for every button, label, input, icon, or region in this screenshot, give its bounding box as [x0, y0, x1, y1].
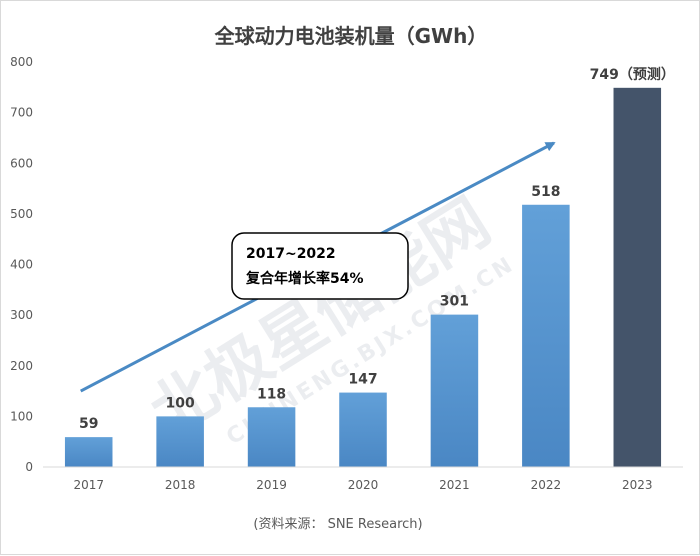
data-label-2019: 118: [257, 386, 286, 402]
data-label-2017: 59: [79, 416, 98, 432]
bar-2022: [522, 204, 570, 467]
bars: [64, 87, 662, 467]
x-axis: 2017 2018 2019 2020 2021 2022 2023: [43, 466, 683, 492]
bar-2019: [247, 407, 296, 467]
annotation-box: [231, 232, 409, 300]
data-label-2018: 100: [166, 395, 195, 411]
bar-2021: [430, 314, 479, 467]
source-note: (资料来源： SNE Research): [253, 517, 422, 532]
data-label-2023: 749（预测）: [590, 66, 675, 83]
annotation-line2: 复合年增长率54%: [245, 270, 364, 287]
data-label-2021: 301: [440, 294, 469, 310]
x-tick-label: 2017: [73, 478, 104, 492]
chart-title: 全球动力电池装机量（GWh）: [214, 24, 488, 48]
x-tick-label: 2023: [622, 478, 653, 492]
cagr-annotation: 2017~2022 复合年增长率54%: [231, 232, 409, 300]
x-tick-label: 2019: [256, 478, 287, 492]
y-axis: 0 100 200 300 400 500 600 700 800: [10, 55, 33, 474]
data-label-2020: 147: [348, 372, 377, 388]
y-tick-label: 700: [10, 106, 33, 120]
bar-2020: [339, 392, 387, 467]
x-tick-label: 2020: [348, 478, 379, 492]
bar-2023: [613, 87, 662, 467]
x-tick-label: 2018: [165, 478, 196, 492]
annotation-line1: 2017~2022: [246, 246, 336, 262]
y-tick-label: 200: [10, 359, 33, 373]
data-labels: 59 100 118 147 301 518 749（预测）: [79, 66, 675, 432]
y-tick-label: 400: [10, 258, 33, 272]
y-tick-label: 100: [10, 409, 33, 423]
data-label-2022: 518: [531, 184, 560, 200]
y-tick-label: 500: [10, 207, 33, 221]
x-tick-label: 2021: [439, 478, 470, 492]
y-tick-label: 600: [10, 156, 33, 170]
y-tick-label: 800: [10, 55, 33, 69]
x-tick-label: 2022: [531, 478, 562, 492]
bar-2018: [156, 416, 204, 467]
bar-2017: [64, 437, 113, 467]
y-tick-label: 0: [25, 460, 33, 474]
y-tick-label: 300: [10, 308, 33, 322]
